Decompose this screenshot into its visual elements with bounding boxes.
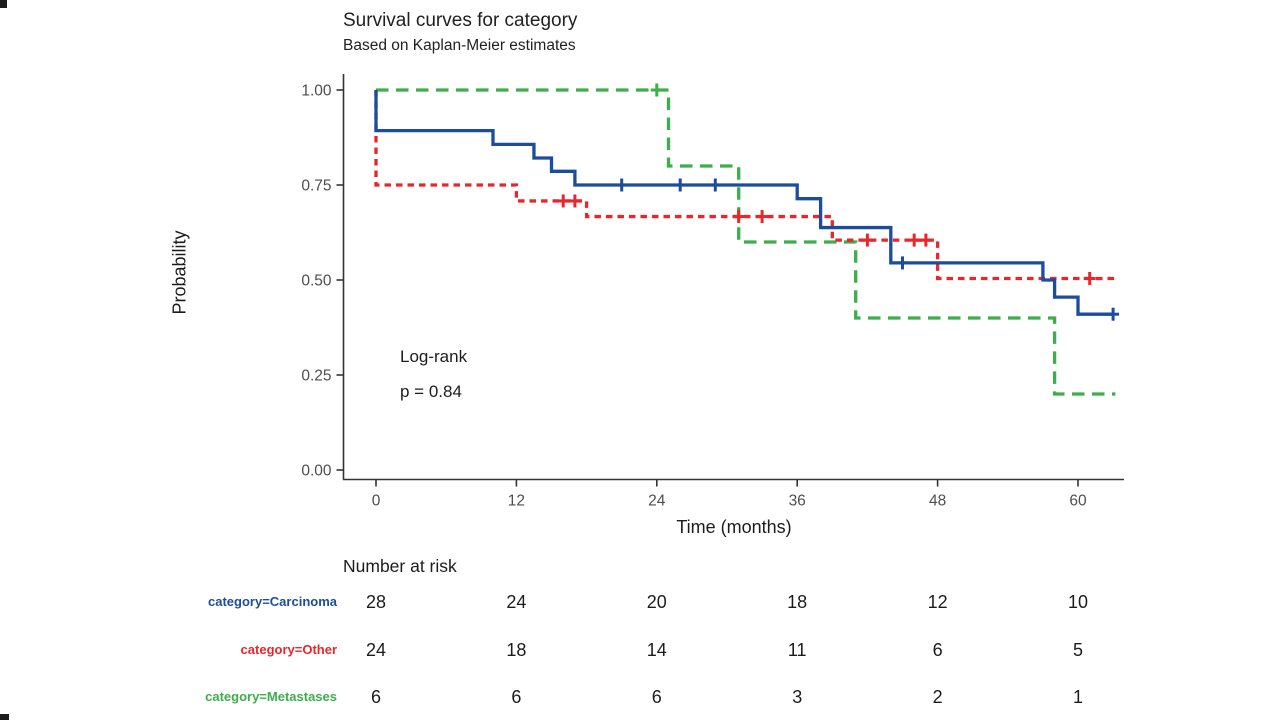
risk-count: 28: [366, 592, 386, 612]
x-tick-label: 0: [372, 493, 381, 510]
risk-count: 2: [933, 687, 943, 707]
risk-row-label: category=Carcinoma: [208, 594, 338, 609]
risk-count: 5: [1073, 640, 1083, 660]
x-tick-label: 12: [508, 493, 525, 510]
pvalue-annotation: p = 0.84: [400, 382, 462, 401]
risk-count: 6: [652, 687, 662, 707]
risk-count: 24: [366, 640, 386, 660]
y-tick-label: 1.00: [301, 83, 332, 100]
risk-table-title: Number at risk: [343, 556, 457, 576]
x-tick-label: 60: [1069, 493, 1087, 510]
km-curve-carcinoma: [374, 90, 1114, 316]
risk-count: 24: [506, 592, 526, 612]
risk-count: 12: [928, 592, 948, 612]
screen-artifact-top-left: [0, 0, 7, 8]
risk-count: 6: [511, 687, 521, 707]
risk-row-label: category=Metastases: [205, 689, 337, 704]
y-axis-title: Probability: [169, 230, 190, 315]
logrank-annotation-label: Log-rank: [400, 347, 468, 366]
y-tick-label: 0.75: [301, 178, 331, 195]
x-axis-title: Time (months): [676, 517, 792, 537]
x-tick-label: 48: [929, 493, 946, 510]
risk-count: 20: [647, 592, 667, 612]
km-curve-metastases: [376, 88, 1116, 396]
risk-count: 1: [1073, 687, 1083, 707]
risk-count: 18: [787, 592, 807, 612]
risk-count: 6: [933, 640, 943, 660]
risk-count: 10: [1068, 592, 1088, 612]
km-curve-other: [374, 90, 1119, 281]
x-tick-label: 36: [789, 493, 806, 510]
risk-count: 18: [506, 640, 526, 660]
plot-subtitle: Based on Kaplan-Meier estimates: [343, 37, 576, 54]
x-tick-label: 24: [648, 493, 666, 510]
y-tick-label: 0.50: [301, 273, 332, 290]
risk-count: 14: [647, 640, 667, 660]
risk-count: 6: [371, 687, 381, 707]
risk-row-label: category=Other: [241, 642, 337, 657]
y-tick-label: 0.00: [301, 463, 332, 480]
risk-count: 3: [792, 687, 802, 707]
y-tick-label: 0.25: [301, 368, 331, 385]
risk-count: 11: [788, 640, 807, 660]
screen-artifact-bottom-left: [0, 714, 9, 720]
plot-title: Survival curves for category: [343, 10, 578, 31]
